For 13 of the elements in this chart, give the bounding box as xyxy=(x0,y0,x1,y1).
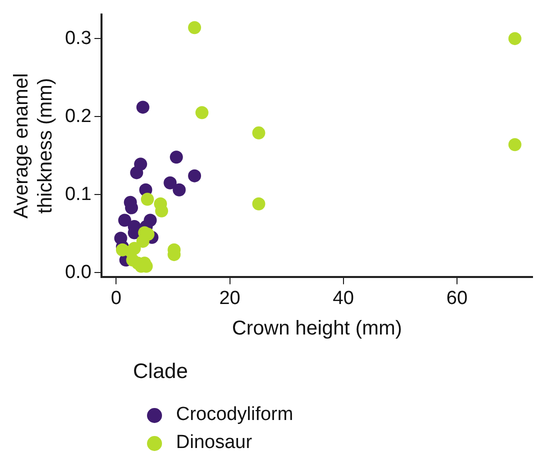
x-tick-label: 60 xyxy=(446,288,468,309)
y-tick-label: 0.3 xyxy=(64,28,92,49)
x-tick-label: 0 xyxy=(110,288,122,309)
y-tick-label: 0.0 xyxy=(64,262,92,283)
x-axis-title: Crown height (mm) xyxy=(232,318,402,340)
y-tick-label: 0.2 xyxy=(64,106,92,127)
x-tick-label: 20 xyxy=(219,288,240,309)
y-tick-label: 0.1 xyxy=(64,184,92,205)
x-tick-label: 40 xyxy=(332,288,354,309)
legend-label: Crocodyliform xyxy=(176,404,294,426)
y-axis-title: Average enamel thickness (mm) xyxy=(10,73,57,218)
legend-title: Clade xyxy=(133,360,189,384)
legend-label: Dinosaur xyxy=(176,432,252,454)
